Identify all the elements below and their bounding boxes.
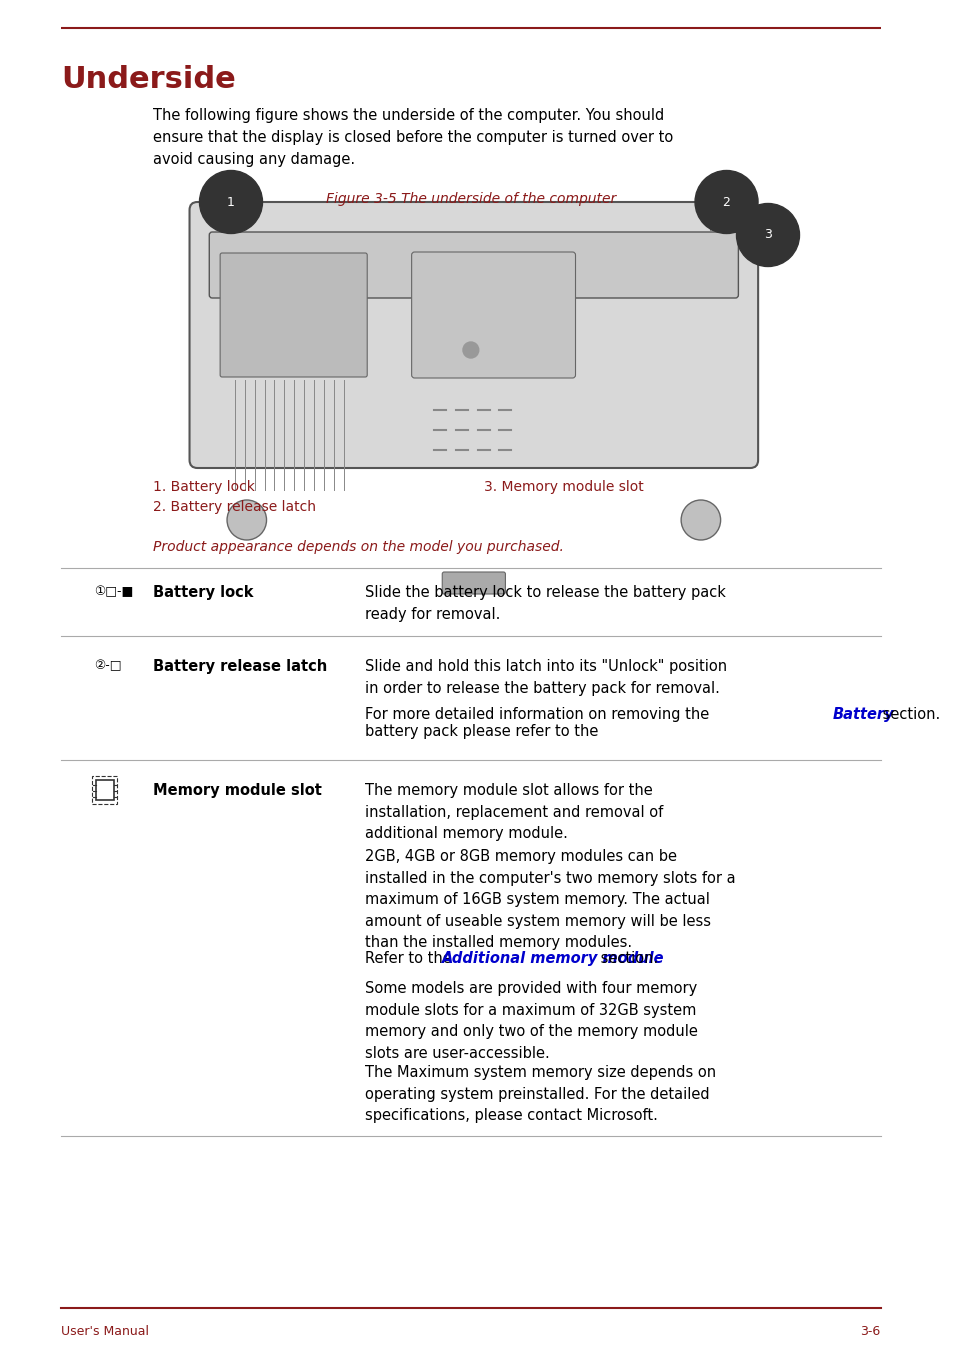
Text: Product appearance depends on the model you purchased.: Product appearance depends on the model … — [152, 539, 563, 554]
Text: 2. Battery release latch: 2. Battery release latch — [152, 500, 315, 514]
Circle shape — [462, 342, 478, 358]
FancyBboxPatch shape — [411, 252, 575, 378]
Text: User's Manual: User's Manual — [61, 1325, 149, 1338]
Text: Underside: Underside — [61, 65, 235, 94]
Text: Battery lock: Battery lock — [152, 585, 253, 600]
Text: Battery: Battery — [832, 707, 894, 722]
Text: Additional memory module: Additional memory module — [442, 951, 664, 966]
Text: ①□-■: ①□-■ — [93, 585, 132, 599]
FancyBboxPatch shape — [95, 780, 113, 800]
FancyBboxPatch shape — [442, 572, 505, 594]
Text: The Maximum system memory size depends on
operating system preinstalled. For the: The Maximum system memory size depends o… — [365, 1065, 716, 1123]
Text: Refer to the: Refer to the — [365, 951, 456, 966]
Text: Slide the battery lock to release the battery pack
ready for removal.: Slide the battery lock to release the ba… — [365, 585, 725, 621]
Text: 1. Battery lock: 1. Battery lock — [152, 480, 254, 494]
FancyBboxPatch shape — [220, 253, 367, 377]
Text: 2GB, 4GB or 8GB memory modules can be
installed in the computer's two memory slo: 2GB, 4GB or 8GB memory modules can be in… — [365, 849, 735, 951]
Text: 3: 3 — [763, 229, 771, 242]
Text: Figure 3-5 The underside of the computer: Figure 3-5 The underside of the computer — [325, 192, 616, 206]
Text: 2: 2 — [721, 195, 730, 208]
Text: Battery release latch: Battery release latch — [152, 659, 327, 674]
FancyBboxPatch shape — [209, 231, 738, 299]
Text: For more detailed information on removing the
battery pack please refer to the: For more detailed information on removin… — [365, 707, 709, 740]
Text: section.: section. — [877, 707, 940, 722]
Text: Some models are provided with four memory
module slots for a maximum of 32GB sys: Some models are provided with four memor… — [365, 981, 698, 1061]
FancyBboxPatch shape — [190, 202, 758, 468]
Text: Slide and hold this latch into its "Unlock" position
in order to release the bat: Slide and hold this latch into its "Unlo… — [365, 659, 726, 695]
Text: The memory module slot allows for the
installation, replacement and removal of
a: The memory module slot allows for the in… — [365, 783, 662, 841]
Text: The following figure shows the underside of the computer. You should
ensure that: The following figure shows the underside… — [152, 108, 673, 167]
Circle shape — [227, 500, 266, 539]
Text: Memory module slot: Memory module slot — [152, 783, 321, 798]
Text: section.: section. — [596, 951, 658, 966]
Text: ②-□: ②-□ — [93, 659, 121, 672]
Circle shape — [680, 500, 720, 539]
Text: 1: 1 — [227, 195, 234, 208]
Text: 3. Memory module slot: 3. Memory module slot — [483, 480, 642, 494]
Text: 3-6: 3-6 — [860, 1325, 880, 1338]
